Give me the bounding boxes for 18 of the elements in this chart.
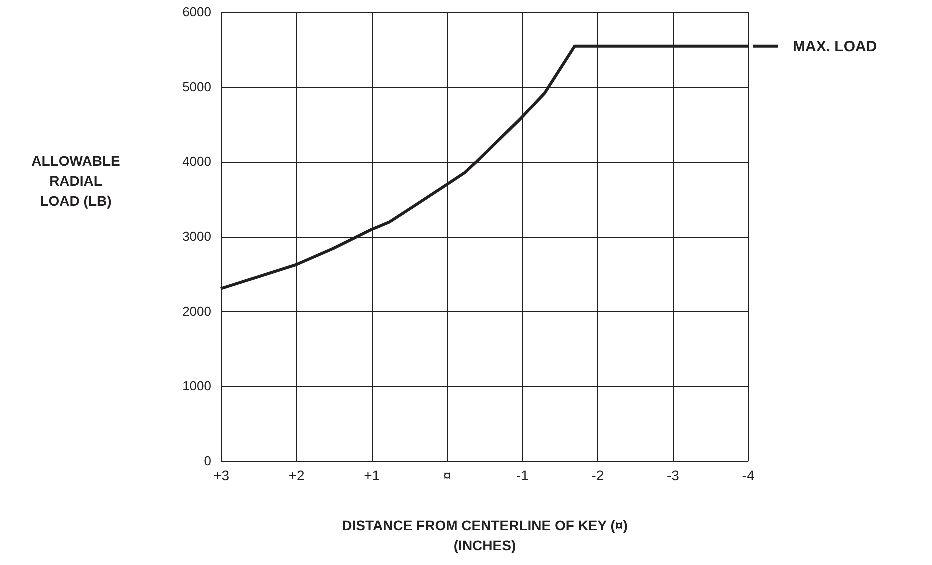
x-axis-title: DISTANCE FROM CENTERLINE OF KEY (¤) (INCHES) (342, 518, 628, 554)
annotation: MAX. LOAD (793, 38, 878, 56)
x-tick-label: ¤ (443, 468, 452, 484)
x-tick-label: +2 (288, 468, 305, 484)
x-tick-label: +3 (214, 468, 230, 484)
x-tick-label: -2 (592, 468, 604, 484)
x-tick-label: -1 (516, 468, 530, 484)
x-tick-label: -3 (666, 468, 680, 484)
y-axis-title: ALLOWABLE RADIAL LOAD (LB) (32, 153, 120, 209)
y-tick-label: 1000 (182, 378, 212, 394)
x-tick-label: -4 (742, 468, 755, 484)
y-tick-label: 0 (204, 454, 212, 468)
y-tick-label: 2000 (182, 304, 212, 319)
y-tick-label: 5000 (182, 79, 212, 94)
y-tick-label: 3000 (182, 229, 212, 244)
x-tick-label: +1 (364, 468, 380, 484)
y-tick-label: 6000 (182, 4, 212, 20)
y-tick-label: 4000 (182, 154, 212, 170)
